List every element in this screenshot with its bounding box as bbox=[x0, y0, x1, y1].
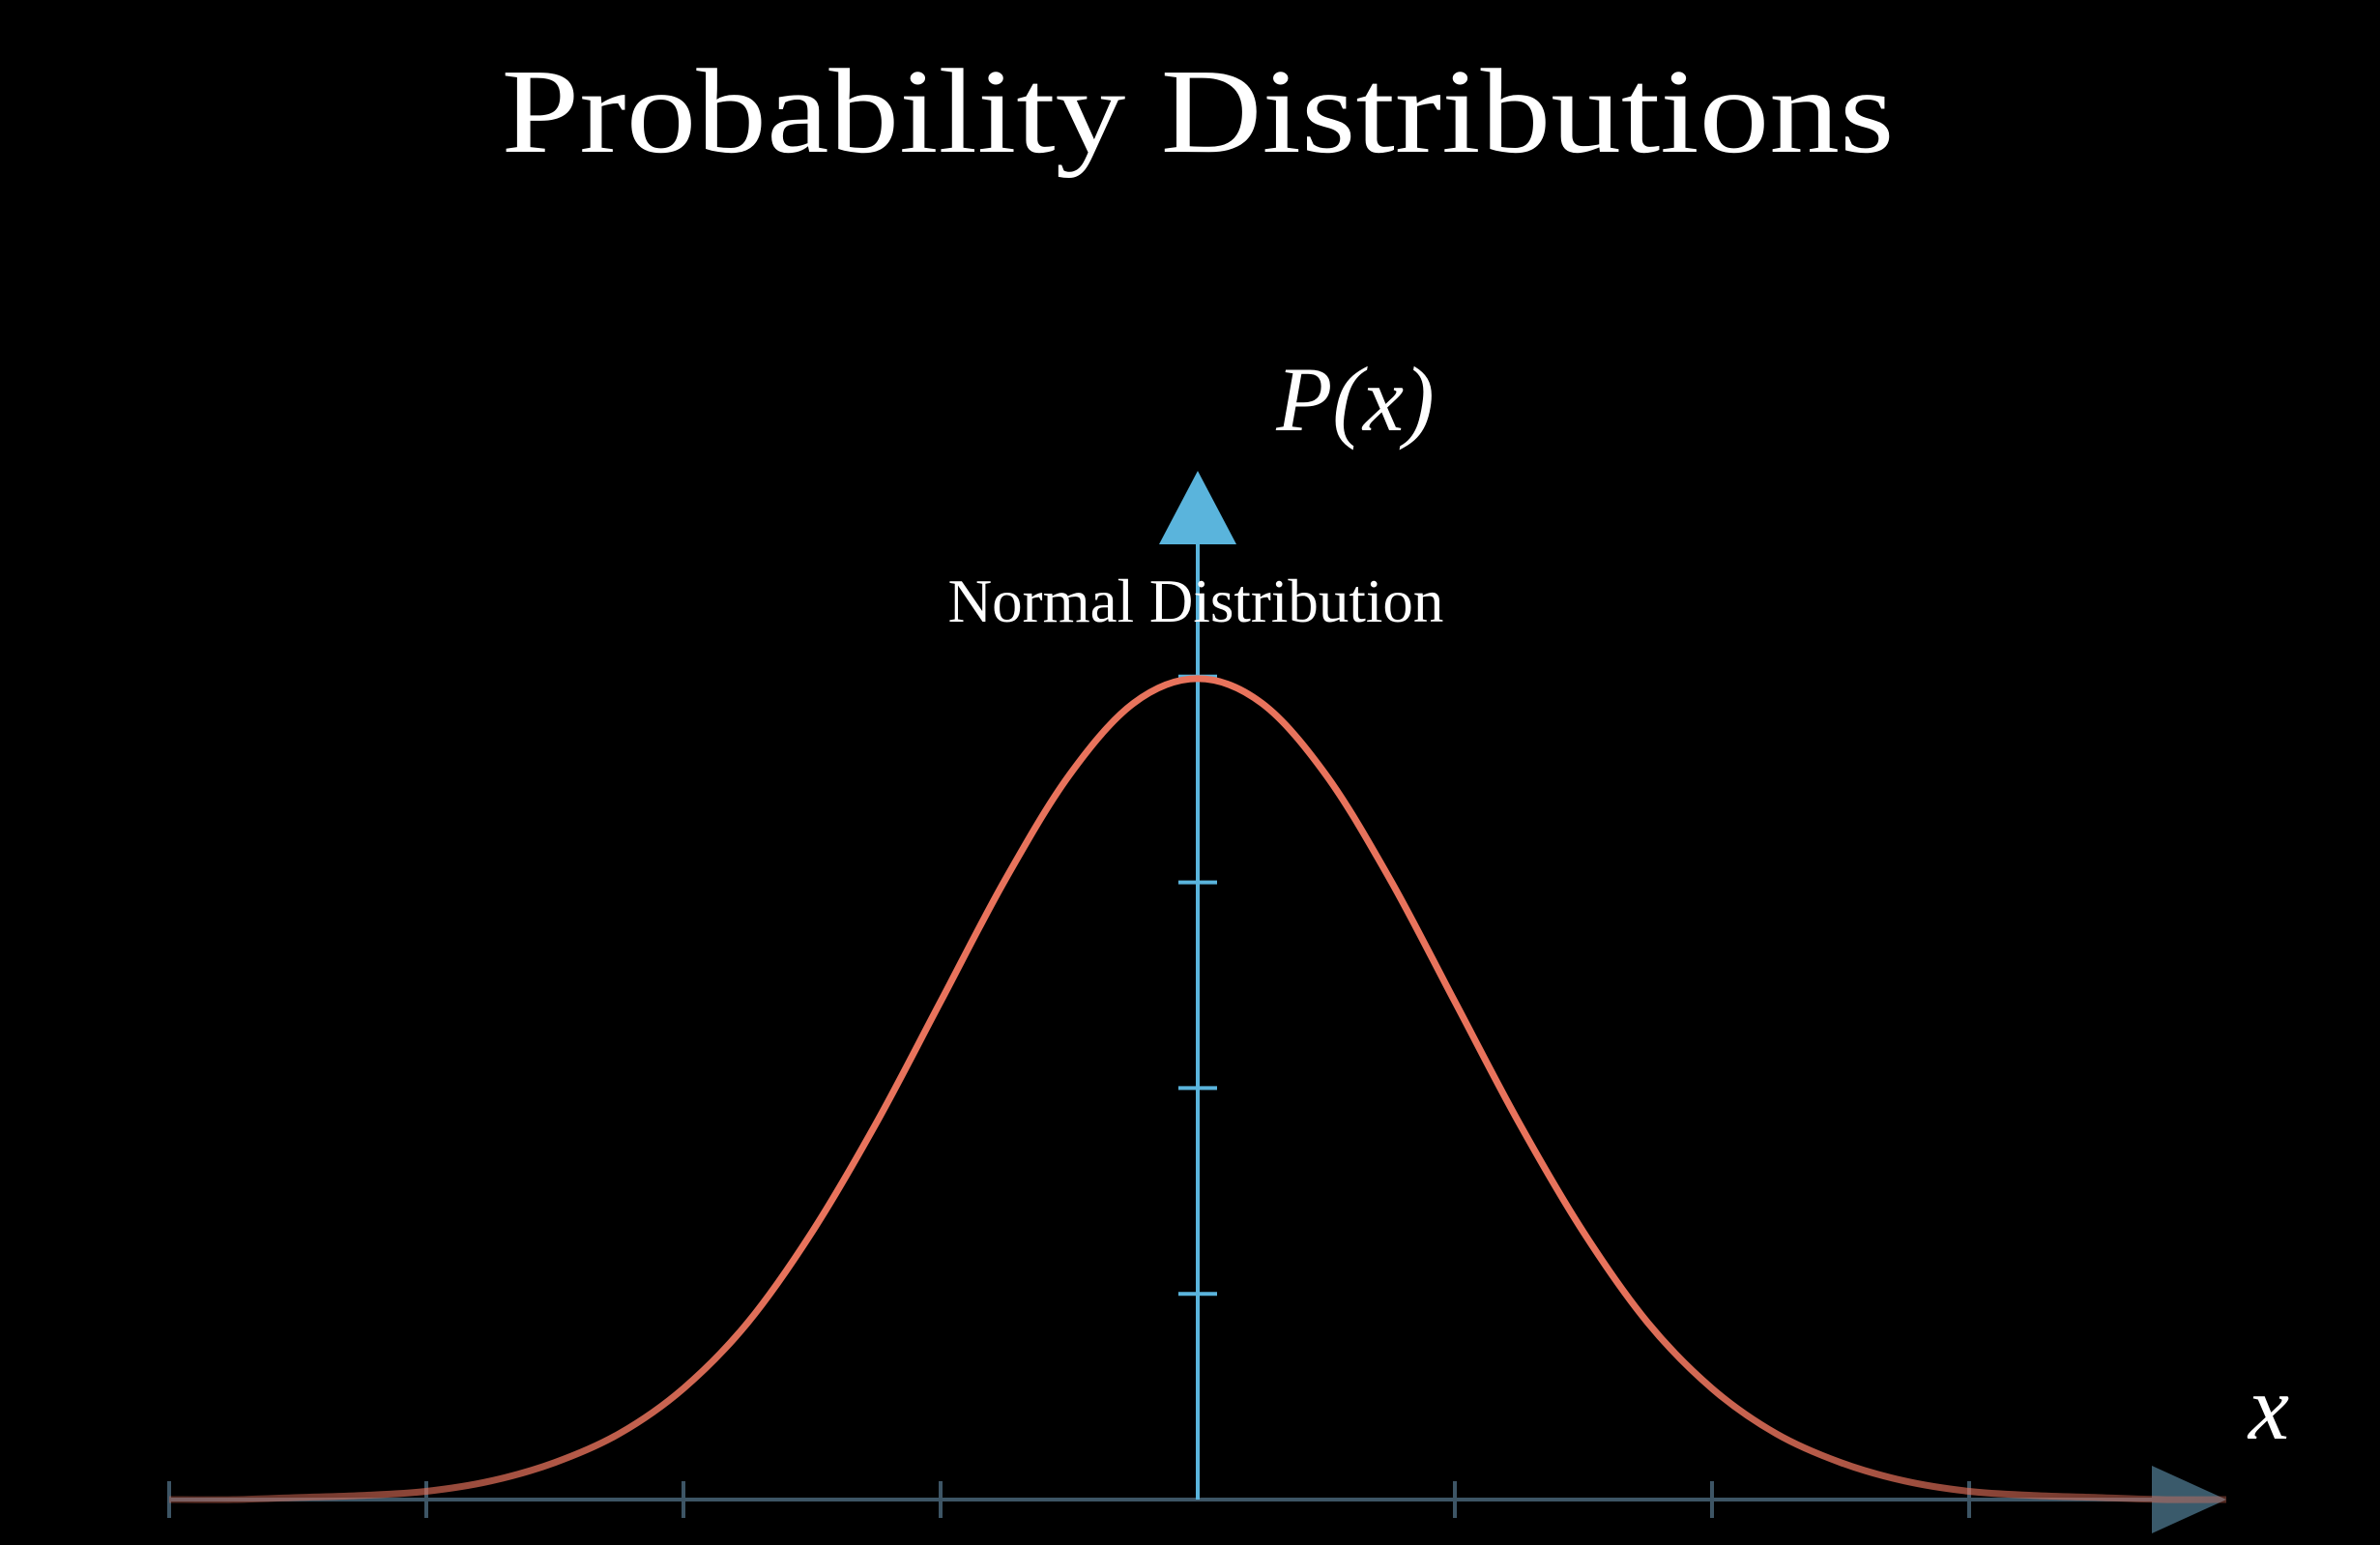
y-axis-label: P(x) bbox=[1275, 348, 1434, 451]
y-axis-arrow bbox=[1159, 471, 1236, 544]
series-label: Normal Distribution bbox=[948, 568, 1444, 635]
x-axis-label: x bbox=[2247, 1356, 2289, 1459]
curve bbox=[168, 675, 2227, 1503]
chart-title: Probability Distributions bbox=[502, 45, 1895, 179]
